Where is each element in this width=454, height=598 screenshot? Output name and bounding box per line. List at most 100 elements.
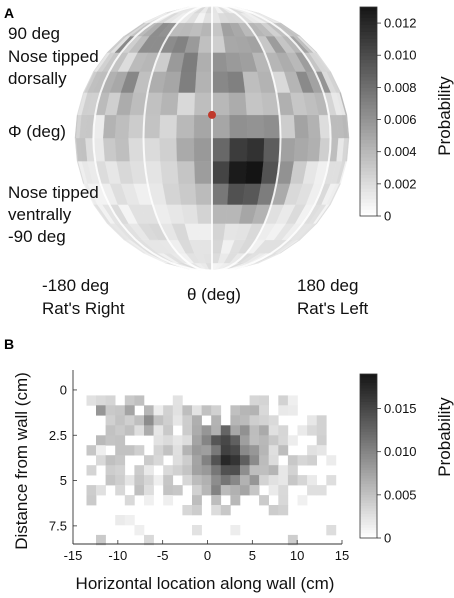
wall-heatmap-cell [259, 495, 269, 506]
sphere-cell [211, 71, 230, 93]
wall-heatmap-cell [240, 425, 250, 436]
wall-heatmap-cell [230, 425, 241, 436]
wall-heatmap-cell [220, 425, 231, 436]
colorbar-a-gradient-step [360, 76, 377, 81]
wall-heatmap-axes: -15 -10 -5 0 5 10 15 0 2.5 5 7.5 [49, 370, 349, 563]
wall-heatmap-cell [259, 455, 269, 466]
wall-heatmap-cell [278, 495, 289, 506]
wall-heatmap-cell [211, 405, 222, 416]
wall-heatmap-cell [124, 515, 135, 526]
wall-heatmap-cell [163, 495, 174, 506]
colorbar-b-gradient-step [360, 398, 377, 402]
wall-heatmap-cell [240, 455, 250, 466]
colorbar-a-gradient-step [360, 59, 377, 64]
wall-heatmap-cell [105, 415, 116, 426]
colorbar-a-gradient-step [360, 205, 377, 210]
left-annotation-line-2: Rat's Right [42, 299, 125, 318]
colorbar-a-gradient-step [360, 198, 377, 203]
colorbar-a-gradient-step [360, 142, 377, 147]
wall-heatmap-cell [287, 405, 298, 416]
wall-heatmap-cell [230, 485, 241, 496]
wall-heatmap-cell [96, 455, 106, 466]
sphere-cell [196, 204, 213, 224]
wall-heatmap-cell [287, 534, 298, 546]
colorbar-a-frame [359, 6, 378, 217]
colorbar-a-gradient-step [360, 111, 377, 116]
wall-heatmap-cell [211, 465, 222, 476]
colorbar-b-gradient-step [360, 458, 377, 463]
wall-heatmap-cell [278, 395, 289, 406]
wall-heatmap-cell [96, 445, 106, 456]
sphere-cell [194, 92, 213, 116]
colorbar-b-tick-label: 0.005 [384, 487, 417, 502]
colorbar-a-title: Probability [435, 76, 454, 156]
wall-heatmap-cell [230, 415, 241, 426]
wall-heatmap-cell [115, 455, 126, 466]
wall-heatmap-cell [144, 415, 154, 426]
wall-heatmap-cell [192, 525, 202, 536]
right-annotation-line-2: Rat's Left [297, 299, 369, 318]
wall-heatmap-cell [211, 445, 222, 456]
wall-heatmap-cell [105, 465, 116, 476]
sphere-cell [293, 137, 310, 162]
wall-heatmap-cell [211, 475, 222, 486]
wall-heatmap-cell [278, 465, 289, 476]
top-annotation-line-1: 90 deg [8, 24, 60, 43]
sphere-cell [196, 52, 213, 72]
colorbar-b-gradient-step [360, 488, 377, 493]
colorbar-a-gradient-step [360, 195, 377, 200]
colorbar-b-tick-label: 0 [384, 531, 391, 546]
sphere-cell [160, 160, 179, 184]
colorbar-a-gradient-step [360, 209, 377, 214]
colorbar-a-gradient-step [360, 184, 377, 189]
colorbar-a-gradient-step [360, 156, 377, 161]
wall-heatmap-cell [211, 415, 222, 426]
colorbar-b-gradient-step [360, 535, 377, 539]
wall-heatmap-cell [240, 485, 250, 496]
colorbar-a-gradient-step [360, 7, 377, 12]
wall-heatmap-cell [115, 515, 126, 526]
sphere-cell [176, 160, 196, 184]
wall-heatmap-cell [201, 475, 212, 486]
wall-heatmap-cell [105, 475, 116, 486]
wall-heatmap-cell [268, 475, 279, 486]
wall-heatmap-cell [172, 435, 183, 446]
wall-heatmap-cell [278, 435, 289, 446]
wall-heatmap-cell [316, 435, 327, 446]
sphere-cell [211, 137, 231, 162]
wall-heatmap-cell [134, 445, 145, 456]
colorbar-a-gradient-step [360, 73, 377, 78]
wall-heatmap-cell [268, 425, 279, 436]
colorbar-a-gradient-step [360, 132, 377, 137]
wall-heatmap-cell [249, 415, 260, 426]
colorbar-b-gradient-step [360, 507, 377, 512]
wall-heatmap-cell [144, 455, 154, 466]
colorbar-a-gradient-step [360, 118, 377, 123]
colorbar-b-gradient-step [360, 445, 377, 449]
x-tick-label-b: -15 [64, 548, 83, 563]
colorbar-a-gradient-step [360, 27, 377, 32]
colorbar-a-gradient-step [360, 17, 377, 22]
wall-heatmap-cell [115, 465, 126, 476]
wall-heatmap-cell [259, 425, 269, 436]
wall-heatmap-cell [259, 465, 269, 476]
wall-heatmap-cell [192, 505, 202, 516]
colorbar-a-gradient-step [360, 13, 377, 19]
colorbar-b-gradient-step [360, 497, 377, 501]
colorbar-b-gradient-step [360, 464, 377, 468]
wall-heatmap-cell [172, 405, 183, 416]
wall-heatmap-cell [278, 405, 289, 416]
wall-heatmap-cell [115, 445, 126, 456]
colorbar-a-gradient-step [360, 48, 377, 53]
colorbar-b-gradient-step [360, 532, 377, 536]
wall-heatmap-cell [172, 415, 183, 426]
wall-heatmap-cell [172, 445, 183, 456]
colorbar-b-gradient-step [360, 527, 377, 531]
wall-heatmap-cell [192, 485, 202, 496]
wall-heatmap-cell [172, 395, 183, 406]
colorbar-b-gradient-step [360, 442, 377, 446]
colorbar-b-gradient-step [360, 472, 377, 476]
colorbar-b-tick-label: 0.015 [384, 401, 417, 416]
wall-heatmap-cell [124, 405, 135, 416]
colorbar-b-gradient-step [360, 469, 377, 473]
